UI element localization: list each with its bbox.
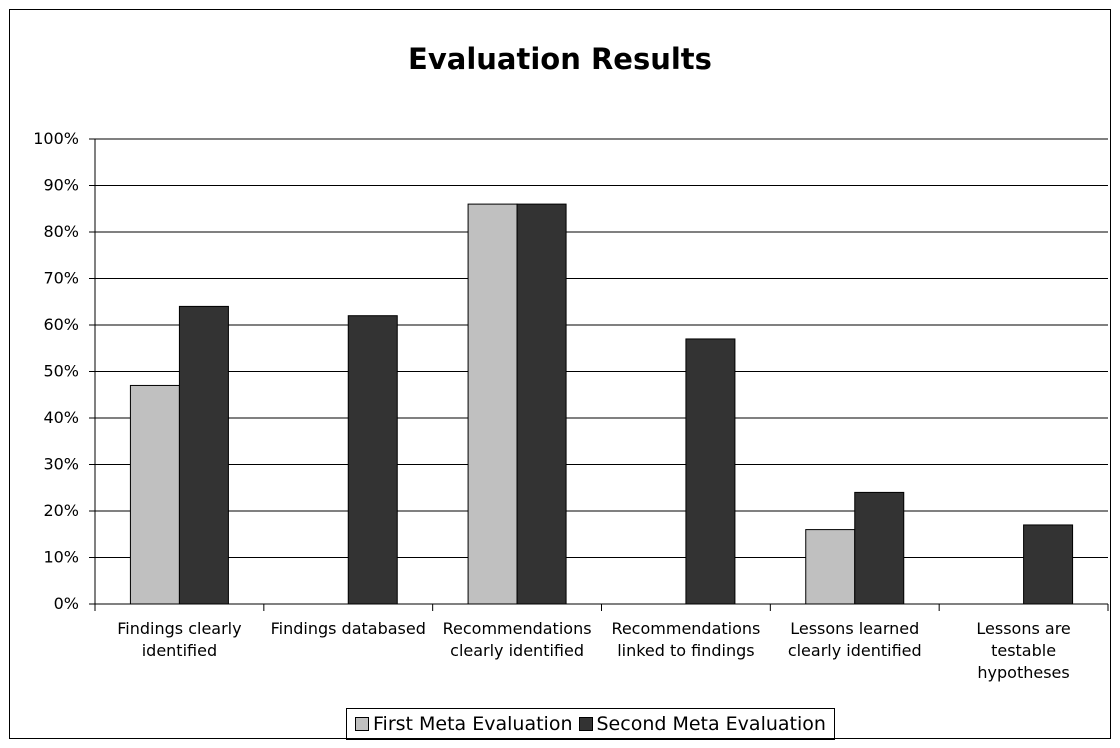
y-tick-label: 100% bbox=[33, 129, 79, 148]
x-category-label: clearly identified bbox=[450, 641, 584, 660]
x-category-label: Lessons are bbox=[976, 619, 1070, 638]
legend: First Meta Evaluation Second Meta Evalua… bbox=[346, 708, 835, 740]
y-tick-label: 10% bbox=[43, 548, 79, 567]
x-category-label: identified bbox=[142, 641, 217, 660]
legend-label-second: Second Meta Evaluation bbox=[596, 713, 826, 735]
legend-label-first: First Meta Evaluation bbox=[373, 713, 573, 735]
bar-series-2 bbox=[516, 203, 567, 605]
y-tick-label: 40% bbox=[43, 408, 79, 427]
x-category-label: hypotheses bbox=[977, 663, 1069, 682]
x-category-label: linked to findings bbox=[617, 641, 754, 660]
y-tick-label: 20% bbox=[43, 501, 79, 520]
x-category-label: Findings databased bbox=[271, 619, 426, 638]
legend-item-second: Second Meta Evaluation bbox=[578, 713, 826, 735]
bar-series-2 bbox=[854, 491, 905, 605]
chart-title: Evaluation Results bbox=[408, 42, 712, 76]
y-tick-label: 90% bbox=[43, 176, 79, 195]
bar-series-1 bbox=[129, 384, 180, 605]
y-tick-label: 50% bbox=[43, 362, 79, 381]
bar-series-2 bbox=[1023, 524, 1074, 605]
y-tick-label: 70% bbox=[43, 269, 79, 288]
x-category-label: testable bbox=[991, 641, 1056, 660]
bar-series-1 bbox=[467, 203, 518, 605]
y-tick-label: 0% bbox=[54, 594, 79, 613]
bar-series-2 bbox=[347, 315, 398, 605]
bar-series-2 bbox=[685, 338, 736, 605]
x-category-label: Recommendations bbox=[443, 619, 592, 638]
legend-swatch-second bbox=[578, 717, 593, 731]
x-category-label: Findings clearly bbox=[117, 619, 241, 638]
bar-series-1 bbox=[805, 529, 856, 605]
y-tick-label: 80% bbox=[43, 222, 79, 241]
y-tick-label: 30% bbox=[43, 455, 79, 474]
chart-frame bbox=[9, 9, 1111, 739]
bar-series-2 bbox=[178, 305, 229, 605]
x-category-label: Recommendations bbox=[611, 619, 760, 638]
x-category-label: Lessons learned bbox=[790, 619, 919, 638]
y-tick-label: 60% bbox=[43, 315, 79, 334]
x-category-label: clearly identified bbox=[788, 641, 922, 660]
legend-swatch-first bbox=[355, 717, 369, 731]
legend-item-first: First Meta Evaluation bbox=[355, 713, 573, 735]
